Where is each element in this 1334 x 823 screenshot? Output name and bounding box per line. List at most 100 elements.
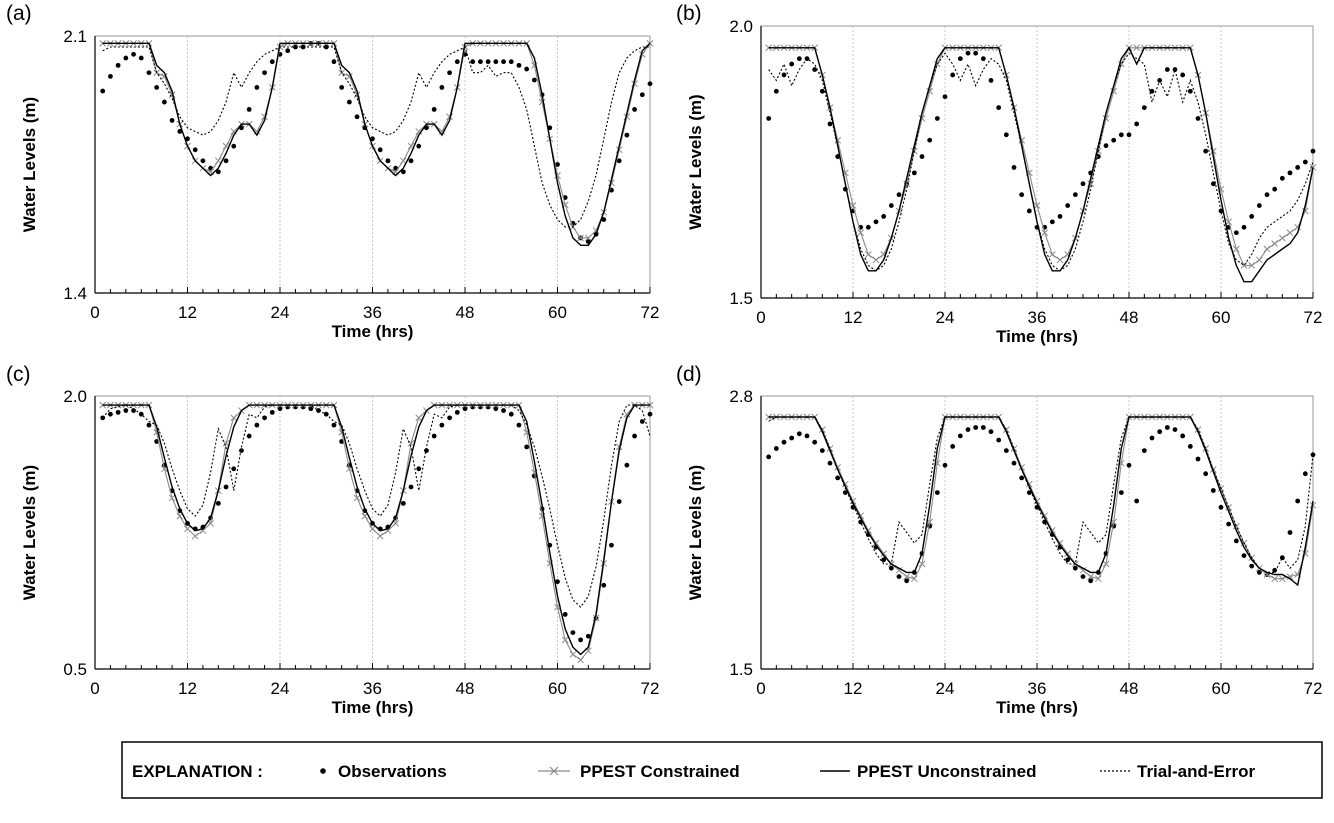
observation-point xyxy=(639,419,645,424)
y-tick-label: 1.4 xyxy=(63,284,87,303)
observation-point xyxy=(1226,521,1232,527)
constrained-marker xyxy=(1232,245,1240,253)
observation-point xyxy=(896,192,902,198)
observation-point xyxy=(400,500,406,506)
observation-point xyxy=(1295,498,1301,504)
constrained-marker xyxy=(864,251,872,258)
panel-label: (d) xyxy=(676,363,702,386)
observation-point xyxy=(881,557,887,563)
observation-point xyxy=(1310,148,1316,154)
observation-point xyxy=(424,448,429,453)
x-axis-title: Time (hrs) xyxy=(332,322,414,341)
x-tick-label: 60 xyxy=(1212,679,1231,698)
constrained-marker xyxy=(584,234,592,242)
observation-point xyxy=(819,448,825,453)
observation-point xyxy=(812,439,818,445)
constrained-marker xyxy=(1255,256,1263,264)
observation-point xyxy=(1210,181,1216,187)
observation-point xyxy=(1118,490,1124,495)
panels: (a) 0 12 24 36 48 60 72 1.4 2.1 Time (hrs) Water Le… xyxy=(6,2,1322,717)
y-tick-label: 1.5 xyxy=(729,660,753,679)
observation-point xyxy=(950,72,956,78)
observation-point xyxy=(609,542,614,548)
observation-point xyxy=(904,578,910,584)
observation-point xyxy=(269,409,275,415)
observation-point xyxy=(146,422,152,428)
observation-point xyxy=(1218,208,1224,214)
observation-point xyxy=(934,116,940,121)
constrained-marker xyxy=(1271,240,1279,247)
observation-point xyxy=(239,448,244,453)
constrained-marker xyxy=(857,229,865,237)
observation-point xyxy=(154,85,160,90)
observation-point xyxy=(1003,132,1009,138)
observation-point xyxy=(431,433,437,439)
observation-point xyxy=(223,158,229,164)
observation-point xyxy=(1187,88,1193,94)
constrained-marker xyxy=(1286,573,1294,580)
observation-point xyxy=(812,67,818,72)
series-line-ppest-constrained xyxy=(768,47,1314,266)
observation-point xyxy=(835,154,841,159)
observation-point xyxy=(215,169,221,175)
observation-point xyxy=(200,158,206,164)
observation-point xyxy=(470,59,476,65)
observation-point xyxy=(485,59,491,65)
constrained-marker xyxy=(561,636,569,644)
observation-point xyxy=(447,415,452,421)
observation-point xyxy=(478,59,483,65)
constrained-marker xyxy=(918,560,926,568)
observation-point xyxy=(1187,444,1193,449)
observation-point xyxy=(1172,427,1178,432)
observation-point xyxy=(339,85,345,90)
legend-constrained-label: PPEST Constrained xyxy=(580,762,740,781)
series-line-trial-and-error xyxy=(768,52,1314,272)
observation-point xyxy=(1279,175,1285,181)
y-tick-label: 2.0 xyxy=(729,17,753,36)
constrained-marker xyxy=(1248,262,1256,269)
constrained-marker xyxy=(168,494,176,502)
observation-point xyxy=(973,425,979,430)
observation-point xyxy=(531,77,537,83)
observation-point xyxy=(1019,475,1025,481)
constrained-marker xyxy=(1271,575,1279,583)
series-line-trial-and-error xyxy=(768,416,1314,573)
observation-point xyxy=(980,56,986,62)
series-line-ppest-constrained xyxy=(102,42,651,239)
x-tick-label: 72 xyxy=(641,679,660,698)
observation-point xyxy=(1164,425,1170,430)
x-tick-label: 0 xyxy=(756,679,765,698)
observation-point xyxy=(965,427,971,432)
observation-point xyxy=(773,88,779,94)
observation-point xyxy=(789,61,795,67)
y-tick-label: 2.0 xyxy=(63,387,87,406)
observation-point xyxy=(1072,192,1078,198)
observation-point xyxy=(169,118,175,123)
observation-point xyxy=(254,85,260,90)
series-line-trial-and-error xyxy=(102,404,651,608)
x-tick-label: 24 xyxy=(936,679,955,698)
observation-point xyxy=(585,633,591,639)
chart-panel-3: (c) 0 12 24 36 48 60 72 0.5 2.0 Time (hrs) Water Le… xyxy=(6,363,659,717)
observation-point xyxy=(123,408,129,413)
constrained-marker xyxy=(577,234,584,242)
x-tick-label: 24 xyxy=(271,303,290,322)
observation-point xyxy=(1203,148,1209,154)
observation-point xyxy=(1195,456,1201,462)
x-tick-label: 60 xyxy=(548,303,567,322)
observation-point xyxy=(246,107,252,112)
observation-point xyxy=(408,158,414,164)
observation-point xyxy=(781,439,787,445)
constrained-marker xyxy=(253,128,261,135)
x-axis-title: Time (hrs) xyxy=(996,698,1078,717)
observation-point xyxy=(804,433,810,439)
constrained-marker xyxy=(1048,251,1056,258)
observation-point xyxy=(1149,435,1155,441)
observation-point xyxy=(1080,574,1086,579)
constrained-marker xyxy=(230,414,238,422)
observation-point xyxy=(1180,72,1186,78)
observation-point xyxy=(988,78,994,83)
observation-point xyxy=(439,422,445,428)
constrained-marker xyxy=(880,550,888,557)
